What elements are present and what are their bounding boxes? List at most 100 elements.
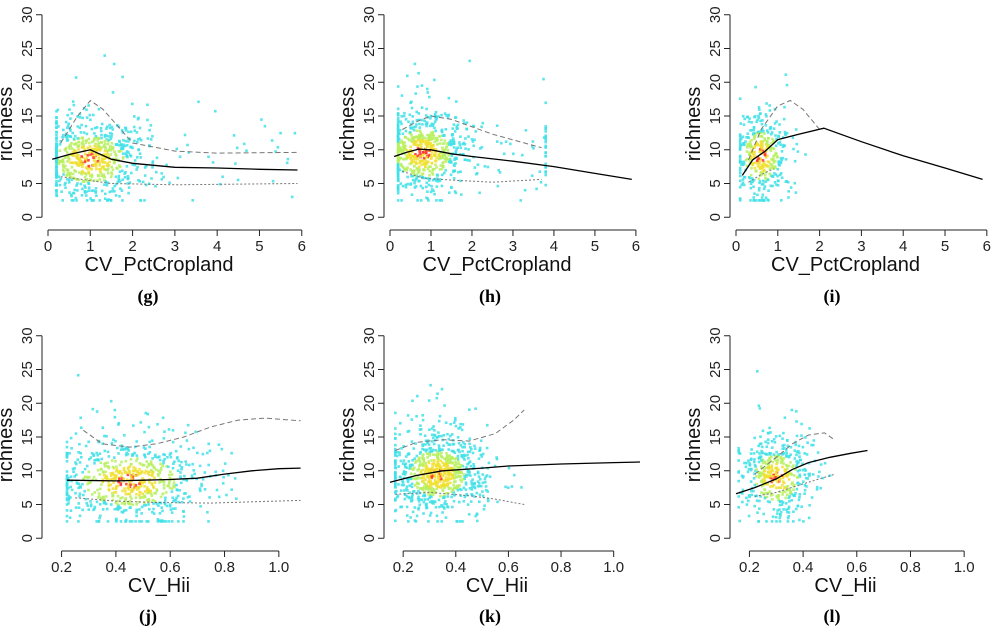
data-point	[426, 441, 429, 445]
x-tick-label: 0.2	[393, 559, 414, 576]
data-point	[772, 477, 775, 481]
data-point	[168, 505, 172, 508]
data-point	[434, 110, 438, 114]
data-point	[143, 501, 146, 504]
data-point	[445, 463, 449, 466]
data-point	[481, 121, 485, 125]
data-point	[411, 154, 415, 158]
panel-j: 0.2 0.4 0.6 0.8 1.0051015202530CV_Hiirichnes…	[0, 327, 301, 627]
data-point	[426, 498, 429, 501]
data-point	[92, 475, 96, 479]
data-point	[807, 461, 811, 465]
data-point	[418, 179, 421, 183]
data-point	[452, 491, 456, 494]
data-point	[760, 479, 764, 483]
data-point	[783, 130, 787, 134]
data-point	[138, 180, 141, 183]
data-point	[400, 139, 403, 143]
data-point	[400, 94, 404, 97]
data-point	[436, 143, 439, 146]
data-point	[92, 159, 96, 162]
data-point	[495, 457, 499, 461]
upper-quantile-line	[83, 417, 301, 448]
data-point	[144, 164, 148, 168]
data-point	[763, 478, 766, 482]
data-point	[88, 475, 91, 479]
data-point	[768, 172, 772, 176]
data-point	[408, 162, 412, 166]
data-point	[148, 445, 151, 449]
data-point	[776, 179, 780, 183]
data-point	[427, 493, 430, 496]
data-point	[413, 139, 417, 143]
data-point	[89, 480, 92, 484]
panel-label: (i)	[824, 286, 841, 307]
data-point	[78, 116, 82, 119]
data-point	[456, 436, 460, 439]
data-point	[417, 138, 421, 142]
data-point	[781, 480, 785, 483]
data-point	[150, 494, 154, 498]
data-point	[462, 486, 466, 490]
data-point	[187, 151, 191, 154]
data-point	[111, 187, 115, 190]
data-point	[785, 493, 789, 497]
data-point	[456, 146, 459, 149]
data-point	[135, 488, 139, 491]
data-point	[765, 139, 769, 143]
data-point	[111, 91, 115, 94]
data-point	[72, 470, 75, 474]
data-point	[419, 132, 423, 135]
data-point	[206, 511, 209, 514]
data-point	[762, 149, 766, 153]
data-point	[151, 498, 155, 502]
data-point	[407, 460, 411, 463]
data-point	[435, 487, 439, 491]
upper-quantile-line	[748, 99, 820, 161]
data-point	[475, 491, 479, 495]
data-point	[76, 189, 79, 192]
data-point	[785, 502, 788, 505]
data-point	[130, 489, 133, 493]
data-point	[789, 490, 792, 494]
data-point	[185, 478, 188, 481]
data-point	[394, 437, 397, 440]
data-point	[410, 440, 414, 443]
data-point	[117, 150, 121, 153]
data-point	[488, 475, 492, 478]
y-tick-label: 5	[707, 500, 724, 508]
data-point	[447, 96, 451, 100]
data-point	[407, 520, 410, 523]
data-point	[85, 199, 89, 202]
data-point	[497, 169, 500, 172]
data-point	[91, 163, 95, 167]
data-point	[396, 185, 400, 189]
data-point	[222, 475, 225, 479]
data-point	[410, 482, 414, 486]
data-point	[446, 491, 450, 495]
data-point	[179, 471, 182, 474]
data-point	[808, 472, 811, 476]
data-point	[396, 189, 400, 193]
y-tick-label: 20	[361, 395, 378, 412]
data-point	[109, 199, 113, 202]
data-point	[65, 460, 69, 463]
data-point	[459, 179, 462, 183]
data-point	[437, 446, 441, 450]
data-point	[183, 474, 186, 478]
data-point	[786, 485, 790, 488]
data-point	[740, 137, 743, 140]
data-point	[438, 179, 442, 183]
data-point	[111, 128, 115, 131]
data-point	[72, 103, 76, 107]
data-point	[146, 470, 150, 474]
data-point	[124, 126, 128, 130]
data-point	[406, 514, 409, 517]
data-point	[772, 473, 775, 477]
data-point	[103, 501, 107, 504]
data-point	[75, 156, 78, 159]
data-point	[114, 487, 118, 491]
data-point	[394, 443, 397, 447]
data-point	[744, 140, 747, 143]
data-point	[148, 470, 152, 473]
